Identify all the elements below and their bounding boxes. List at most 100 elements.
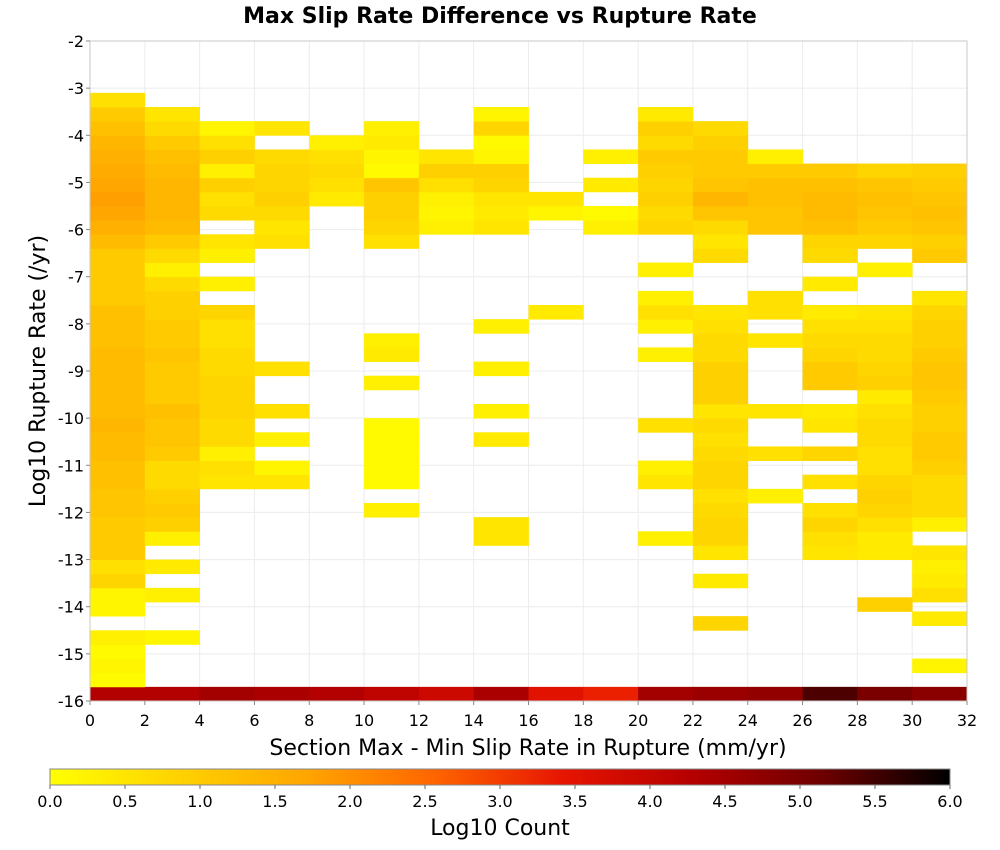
heatmap-cell	[144, 488, 201, 504]
heatmap-cell	[802, 319, 858, 334]
heatmap-cell	[857, 488, 913, 504]
heatmap-cell	[144, 587, 201, 603]
colorbar-tick-label: 2.0	[337, 792, 362, 811]
heatmap-cell	[364, 474, 420, 490]
colorbar-tick-label: 5.5	[862, 792, 887, 811]
heatmap-cell	[802, 347, 858, 362]
heatmap-cell	[528, 206, 584, 221]
heatmap-cell	[473, 135, 529, 150]
heatmap-cell	[912, 347, 968, 362]
heatmap-cell	[802, 446, 858, 461]
heatmap-cell	[90, 135, 146, 150]
heatmap-cell	[528, 305, 584, 320]
heatmap-cell	[309, 177, 365, 193]
heatmap-cell	[199, 361, 255, 377]
heatmap-cell	[199, 177, 255, 193]
heatmap-cell	[802, 248, 858, 263]
heatmap-cell	[857, 446, 913, 461]
heatmap-cell	[857, 361, 913, 377]
heatmap-cell	[254, 177, 310, 193]
x-tick-label: 16	[518, 711, 538, 730]
heatmap-cell	[528, 686, 584, 702]
heatmap-cell	[364, 135, 420, 150]
heatmap-cell	[857, 686, 913, 702]
heatmap-cell	[473, 404, 529, 419]
heatmap-cell	[638, 686, 694, 702]
heatmap-cell	[802, 163, 858, 179]
heatmap-cell	[254, 220, 310, 235]
heatmap-cell	[90, 276, 146, 292]
heatmap-cell	[254, 149, 310, 164]
heatmap-cell	[638, 305, 694, 320]
heatmap-cell	[802, 545, 858, 560]
heatmap-cell	[692, 333, 749, 348]
heatmap-cell	[90, 418, 146, 433]
heatmap-cell	[912, 587, 968, 603]
heatmap-cell	[90, 361, 146, 377]
heatmap-cell	[90, 305, 146, 320]
heatmap-cell	[199, 135, 255, 150]
heatmap-cell	[199, 234, 255, 249]
heatmap-cell	[90, 517, 146, 532]
heatmap-cell	[364, 191, 420, 207]
heatmap-cell	[144, 121, 201, 136]
x-tick-label: 28	[847, 711, 867, 730]
heatmap-cell	[912, 559, 968, 575]
heatmap-cell	[638, 163, 694, 179]
heatmap-cell	[199, 460, 255, 476]
heatmap-cell	[912, 375, 968, 391]
heatmap-cell	[802, 517, 858, 532]
heatmap-cell	[364, 686, 420, 702]
heatmap-cell	[912, 177, 968, 193]
heatmap-cell	[144, 375, 201, 391]
heatmap-cell	[912, 234, 968, 249]
heatmap-cell	[692, 191, 749, 207]
heatmap-cell	[747, 177, 803, 193]
x-tick-label: 30	[902, 711, 922, 730]
heatmap-cell	[90, 248, 146, 263]
heatmap-cell	[90, 389, 146, 405]
chart-title: Max Slip Rate Difference vs Rupture Rate	[243, 4, 757, 29]
heatmap-cell	[857, 545, 913, 560]
heatmap-cell	[364, 234, 420, 249]
y-tick-label: -5	[68, 173, 84, 192]
heatmap-cell	[364, 418, 420, 433]
x-axis-label: Section Max - Min Slip Rate in Rupture (…	[269, 736, 786, 761]
x-tick-label: 10	[354, 711, 374, 730]
heatmap-cell	[199, 446, 255, 461]
heatmap-cell	[747, 446, 803, 461]
x-tick-label: 32	[957, 711, 977, 730]
colorbar-tick-label: 4.5	[712, 792, 737, 811]
heatmap-cell	[144, 418, 201, 433]
heatmap-cell	[254, 121, 310, 136]
heatmap-cell	[199, 474, 255, 490]
heatmap-cell	[144, 347, 201, 362]
heatmap-cell	[692, 616, 749, 631]
heatmap-cell	[692, 149, 749, 164]
heatmap-cell	[638, 191, 694, 207]
heatmap-cell	[912, 460, 968, 476]
heatmap-cell	[638, 220, 694, 235]
x-tick-label: 18	[573, 711, 593, 730]
heatmap-cell	[692, 686, 749, 702]
heatmap-cell	[90, 658, 146, 674]
heatmap-cell	[199, 319, 255, 334]
heatmap-cell	[912, 418, 968, 433]
heatmap-cell	[912, 658, 968, 674]
heatmap-cell	[692, 404, 749, 419]
heatmap-cell	[144, 276, 201, 292]
heatmap-cell	[144, 503, 201, 518]
heatmap-cell	[199, 248, 255, 263]
heatmap-cell	[364, 460, 420, 476]
x-tick-label: 12	[409, 711, 429, 730]
heatmap-cell	[199, 206, 255, 221]
heatmap-cell	[144, 319, 201, 334]
heatmap-cell	[90, 107, 146, 122]
heatmap-cell	[747, 404, 803, 419]
heatmap-cell	[473, 220, 529, 235]
heatmap-cell	[692, 517, 749, 532]
heatmap-cell	[802, 418, 858, 433]
heatmap-cell	[857, 517, 913, 532]
heatmap-cell	[912, 686, 968, 702]
y-tick-label: -12	[58, 503, 84, 522]
